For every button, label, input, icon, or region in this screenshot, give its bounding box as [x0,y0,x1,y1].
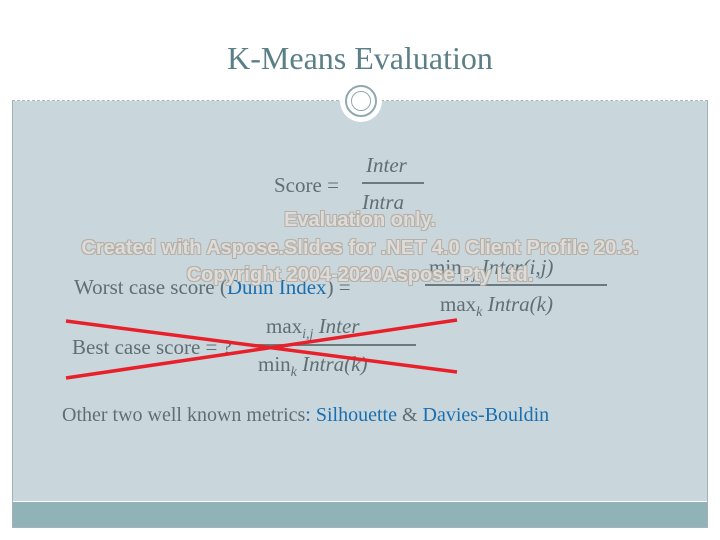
score-label: Score = [274,173,339,197]
content-area [13,101,707,501]
silhouette-link[interactable]: Silhouette [315,404,397,426]
worst-num-op: min [429,255,462,279]
worst-den-sub: k [476,305,483,321]
watermark-line2: Created with Aspose.Slides for .NET 4.0 … [81,237,639,259]
score-fraction-bar [362,182,424,184]
best-num-term: Inter [318,314,360,338]
best-case-label: Best case score = ? [72,335,232,359]
watermark-line1: Evaluation only. [284,209,436,231]
best-den-op: min [258,352,291,376]
best-num-op: max [266,314,303,338]
worst-case-label: Worst case score (Dunn Index) = [74,277,351,298]
worst-case-fraction-bar [425,284,607,286]
cross-line-up [65,318,458,380]
worst-case-suffix: ) = [326,275,351,299]
metrics-prefix: Other two well known metrics [62,404,306,426]
best-num-sub: i,j [302,327,314,343]
worst-den-term: Intra(k) [487,292,553,316]
best-case-fraction-bar [256,344,416,346]
score-numerator: Inter [366,153,407,177]
best-den-sub: k [290,365,297,381]
footer-bar [13,502,707,527]
metrics-colon: : [305,404,311,426]
worst-case-denominator: maxk Intra(k) [440,294,553,320]
score-denominator: Intra [362,190,404,214]
worst-num-term: Inter(i,j) [481,255,554,279]
worst-case-prefix: Worst case score ( [74,275,227,299]
worst-case-numerator: mini, j Inter(i,j) [429,257,553,283]
dunn-index-link[interactable]: Dunn Index [226,275,327,299]
metrics-amp: & [401,404,418,426]
slide-title: K-Means Evaluation [227,40,493,76]
cross-line-down [65,319,458,374]
best-case-numerator: maxi,j Inter [266,316,360,342]
circle-ornament-icon [345,85,377,117]
watermark-line3: Copyright 2004-2020Aspose Pty Ltd. [186,264,534,286]
metrics-line: Other two well known metrics: Silhouette… [62,405,549,425]
davies-bouldin-link[interactable]: Davies-Bouldin [422,404,550,426]
worst-num-sub: i, j [461,268,477,284]
worst-den-op: max [440,292,477,316]
